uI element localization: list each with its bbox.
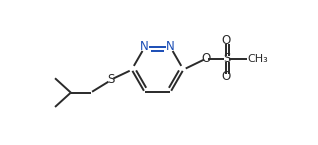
- Text: N: N: [166, 40, 175, 53]
- Text: N: N: [140, 40, 149, 53]
- Text: S: S: [223, 52, 230, 65]
- Text: O: O: [222, 34, 231, 47]
- Text: S: S: [107, 73, 115, 86]
- Text: O: O: [222, 70, 231, 83]
- Text: CH₃: CH₃: [248, 54, 268, 64]
- Text: O: O: [201, 52, 211, 65]
